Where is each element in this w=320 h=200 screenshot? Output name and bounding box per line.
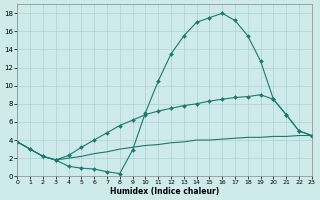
X-axis label: Humidex (Indice chaleur): Humidex (Indice chaleur) xyxy=(110,187,219,196)
